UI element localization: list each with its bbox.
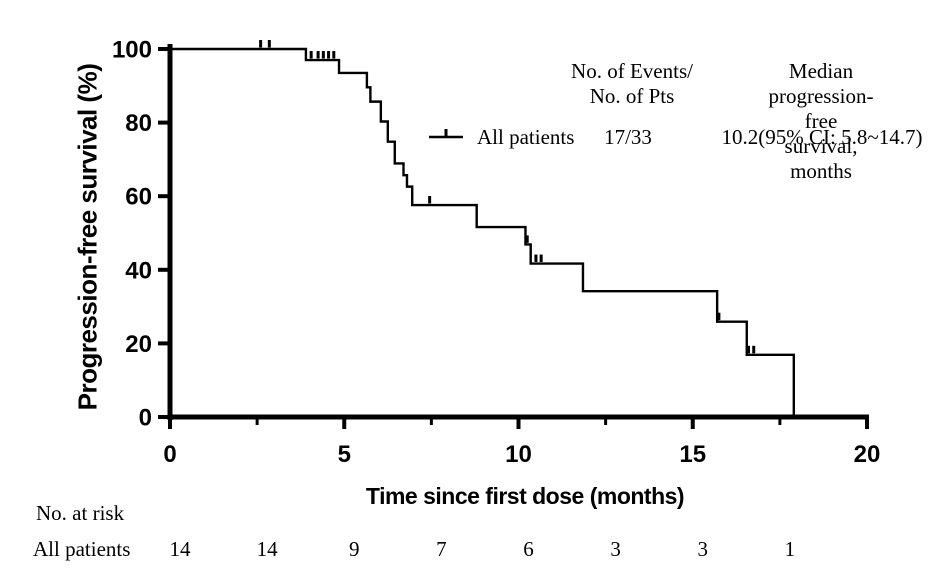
legend-header-events-line1: No. of Events/ [571, 59, 693, 83]
risk-count: 14 [256, 537, 278, 561]
y-tick-label: 100 [112, 37, 152, 64]
risk-count: 14 [169, 537, 191, 561]
risk-count: 3 [610, 537, 621, 561]
legend-series-label: All patients [477, 125, 575, 149]
risk-count: 9 [349, 537, 360, 561]
risk-count: 1 [784, 537, 796, 561]
y-tick-label: 80 [125, 110, 152, 137]
legend-events-value: 17/33 [604, 125, 652, 149]
y-tick-label: 40 [125, 257, 152, 284]
y-tick-label: 20 [125, 331, 152, 358]
y-axis-title: Progression-free survival (%) [72, 63, 103, 411]
x-tick-label: 10 [505, 441, 532, 468]
legend-median-value: 10.2(95% CI: 5.8~14.7) [721, 125, 923, 149]
censor-marker-icon [429, 129, 463, 139]
risk-count: 3 [697, 537, 709, 561]
legend-header-events-line2: No. of Pts [589, 84, 675, 108]
legend-header-median-line2: survival, months [784, 134, 858, 183]
risk-table-title: No. at risk [36, 501, 125, 525]
y-tick-label: 60 [125, 184, 152, 211]
y-tick-label: 0 [139, 405, 152, 432]
risk-count: 6 [523, 537, 534, 561]
legend-header-median-line1: Median progression-free [768, 59, 874, 133]
x-tick-label: 20 [854, 441, 881, 468]
legend-header-median: Median progression-free survival, months [766, 59, 876, 184]
legend-header-events: No. of Events/ No. of Pts [571, 59, 693, 109]
x-axis-title: Time since first dose (months) [365, 483, 685, 509]
risk-count: 7 [436, 537, 447, 561]
x-tick-label: 15 [679, 441, 706, 468]
x-tick-label: 0 [163, 441, 176, 468]
risk-row-label: All patients [33, 537, 131, 561]
x-tick-label: 5 [338, 441, 351, 468]
km-curve [170, 47, 796, 417]
